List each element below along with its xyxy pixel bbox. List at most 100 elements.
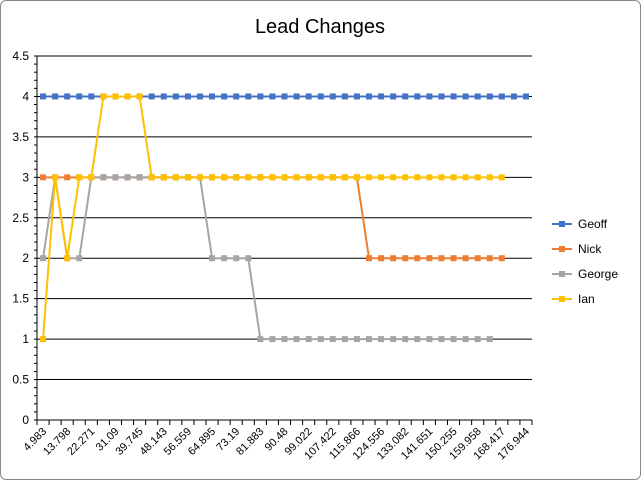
- data-point: [233, 93, 240, 100]
- y-tick-label: 0.5: [12, 373, 29, 387]
- data-point: [341, 93, 348, 100]
- data-point: [245, 93, 252, 100]
- data-point: [438, 93, 445, 100]
- data-point: [450, 255, 457, 262]
- data-point: [438, 336, 445, 343]
- data-point: [486, 174, 493, 181]
- data-point: [329, 93, 336, 100]
- data-point: [378, 255, 385, 262]
- data-point: [426, 336, 433, 343]
- data-point: [450, 336, 457, 343]
- legend-swatch-marker: [559, 271, 565, 277]
- y-tick-label: 4.5: [12, 49, 29, 63]
- data-point: [474, 255, 481, 262]
- data-point: [184, 174, 191, 181]
- data-point: [281, 93, 288, 100]
- data-point: [378, 174, 385, 181]
- data-point: [329, 174, 336, 181]
- data-point: [462, 174, 469, 181]
- data-point: [221, 93, 228, 100]
- data-point: [366, 255, 373, 262]
- data-point: [172, 93, 179, 100]
- data-point: [233, 255, 240, 262]
- data-point: [40, 336, 47, 343]
- data-point: [510, 93, 517, 100]
- data-point: [148, 93, 155, 100]
- data-point: [281, 336, 288, 343]
- data-point: [209, 255, 216, 262]
- data-point: [269, 336, 276, 343]
- axes: [34, 55, 533, 425]
- x-axis-ticks: 4.98313.79822.27131.0939.74548.14356.559…: [21, 426, 532, 463]
- data-point: [414, 93, 421, 100]
- data-point: [414, 255, 421, 262]
- legend-item: Nick: [552, 242, 602, 256]
- data-point: [341, 174, 348, 181]
- data-point: [378, 93, 385, 100]
- data-point: [353, 93, 360, 100]
- data-point: [317, 336, 324, 343]
- data-point: [462, 93, 469, 100]
- data-point: [390, 336, 397, 343]
- data-point: [293, 174, 300, 181]
- data-point: [414, 174, 421, 181]
- data-point: [148, 174, 155, 181]
- data-point: [221, 255, 228, 262]
- data-point: [64, 93, 71, 100]
- y-axis-ticks: 0 0.5 1 1.5 2 2.5 3 3.5 4 4.5: [12, 49, 29, 427]
- data-point: [486, 255, 493, 262]
- data-point: [52, 93, 59, 100]
- data-point: [124, 174, 131, 181]
- data-point: [184, 93, 191, 100]
- data-point: [462, 336, 469, 343]
- data-point: [52, 174, 59, 181]
- data-point: [498, 255, 505, 262]
- data-point: [160, 93, 167, 100]
- data-point: [438, 255, 445, 262]
- y-tick-label: 2: [22, 251, 29, 265]
- data-point: [136, 93, 143, 100]
- series-ian: [40, 93, 505, 343]
- data-point: [64, 255, 71, 262]
- data-point: [40, 174, 47, 181]
- y-tick-label: 3: [22, 170, 29, 184]
- data-point: [257, 174, 264, 181]
- data-point: [64, 174, 71, 181]
- data-point: [486, 336, 493, 343]
- data-point: [293, 93, 300, 100]
- data-point: [522, 93, 529, 100]
- legend-item: Geoff: [552, 217, 608, 231]
- data-point: [450, 174, 457, 181]
- data-point: [112, 174, 119, 181]
- data-point: [76, 174, 83, 181]
- data-point: [281, 174, 288, 181]
- legend-item: George: [552, 267, 618, 281]
- data-point: [474, 336, 481, 343]
- data-point: [196, 174, 203, 181]
- data-point: [353, 336, 360, 343]
- y-tick-label: 1: [22, 332, 29, 346]
- data-point: [257, 336, 264, 343]
- data-point: [196, 93, 203, 100]
- y-tick-label: 4: [22, 89, 29, 103]
- data-point: [40, 255, 47, 262]
- data-point: [474, 93, 481, 100]
- data-point: [257, 93, 264, 100]
- data-point: [317, 93, 324, 100]
- data-point: [245, 255, 252, 262]
- data-point: [486, 93, 493, 100]
- data-point: [402, 255, 409, 262]
- data-point: [414, 336, 421, 343]
- data-point: [124, 93, 131, 100]
- data-point: [390, 174, 397, 181]
- data-point: [269, 174, 276, 181]
- data-point: [438, 174, 445, 181]
- data-point: [88, 93, 95, 100]
- data-point: [305, 174, 312, 181]
- legend-label: Ian: [578, 292, 595, 306]
- data-point: [100, 174, 107, 181]
- x-tick-label: 81.883: [234, 426, 266, 458]
- data-point: [353, 174, 360, 181]
- data-point: [402, 174, 409, 181]
- data-point: [426, 93, 433, 100]
